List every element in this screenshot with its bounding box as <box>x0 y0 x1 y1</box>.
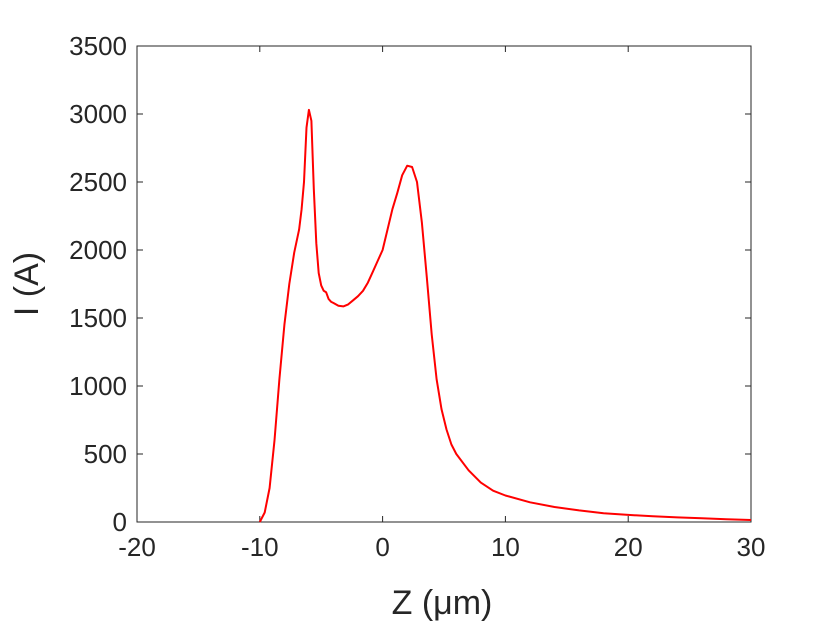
x-axis: -20 -10 0 10 20 30 <box>118 46 765 562</box>
y-tick-label: 500 <box>84 439 127 469</box>
y-tick-label: 2500 <box>69 167 127 197</box>
x-tick-label: 0 <box>375 532 389 562</box>
series-line <box>258 108 752 523</box>
x-tick-label: -10 <box>241 532 279 562</box>
y-tick-label: 0 <box>113 507 127 537</box>
y-tick-label: 2000 <box>69 235 127 265</box>
y-tick-label: 1000 <box>69 371 127 401</box>
x-tick-label: -20 <box>118 532 156 562</box>
y-axis-label: I (A) <box>8 252 46 316</box>
y-axis: 0 500 1000 1500 2000 2500 3000 3500 <box>69 31 751 537</box>
x-tick-label: 30 <box>737 532 766 562</box>
x-tick-label: 10 <box>491 532 520 562</box>
y-tick-label: 1500 <box>69 303 127 333</box>
plot-area <box>136 45 752 523</box>
series-layer <box>258 108 752 523</box>
x-tick-label: 20 <box>614 532 643 562</box>
x-axis-label: Z (μm) <box>392 584 493 622</box>
y-tick-label: 3500 <box>69 31 127 61</box>
y-tick-label: 3000 <box>69 99 127 129</box>
